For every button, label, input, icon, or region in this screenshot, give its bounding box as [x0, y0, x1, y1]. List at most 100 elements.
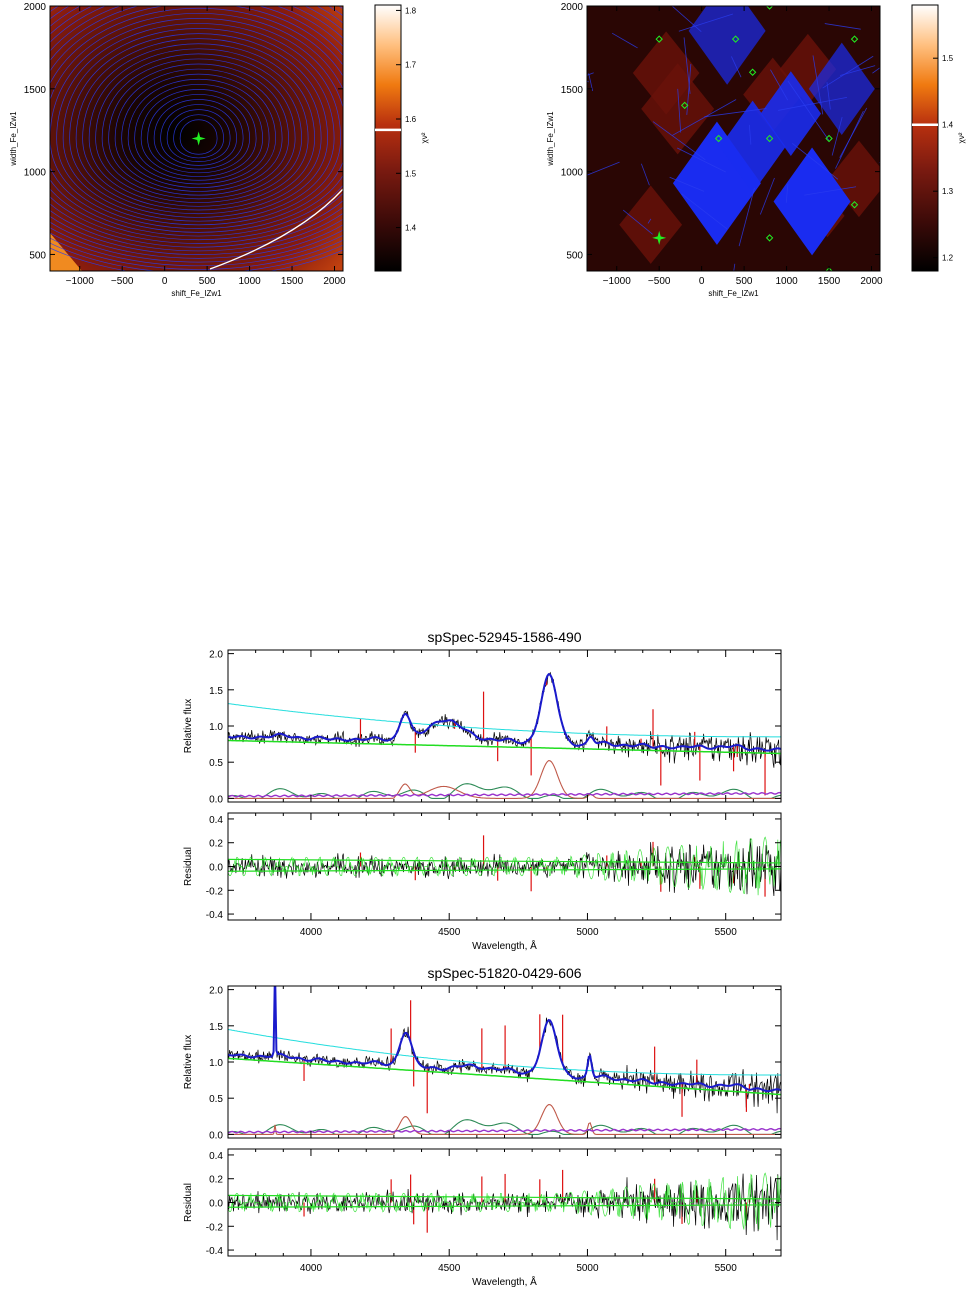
y-tick-label: 1.5 [209, 686, 223, 697]
y-tick-label: 2.0 [209, 650, 223, 661]
x-tick-label: 1500 [818, 276, 841, 287]
best-fit-marker [652, 230, 667, 245]
x-tick-label: 2000 [323, 276, 346, 287]
grid-sample-point [655, 35, 663, 43]
y-tick-label: 500 [29, 250, 46, 261]
contour-line [50, 12, 343, 233]
y-tick-label: 1500 [24, 85, 47, 96]
blue-region [688, 6, 766, 85]
contour-line [587, 80, 589, 83]
y-tick-label: 500 [566, 250, 583, 261]
contour-line [88, 48, 309, 207]
contour-line [50, 6, 343, 267]
contour-line [140, 89, 257, 177]
x-tick-label: 5500 [715, 927, 738, 938]
flux-axis-label: Relative flux [183, 1035, 194, 1089]
heat-patch [619, 185, 683, 264]
y-tick-label: 1.0 [209, 722, 223, 733]
contour-line [839, 107, 868, 158]
residual-plot [228, 835, 781, 897]
y-axis-label: width_Fe_IZw1 [546, 111, 555, 167]
x-tick-label: −500 [648, 276, 671, 287]
contour-line [121, 73, 276, 188]
colorbar [911, 4, 939, 272]
contour-line [50, 6, 343, 263]
contour-line [652, 121, 706, 161]
contour-line [759, 177, 775, 215]
marker-contour [209, 188, 343, 270]
contour-line [50, 247, 343, 271]
y-tick-label: 2.0 [209, 986, 223, 997]
colorbar-tick-label: 1.7 [405, 61, 417, 70]
flux-plot [228, 671, 781, 799]
residual-data [228, 1173, 781, 1241]
y-tick-label: 2000 [24, 2, 47, 13]
heat-patch [828, 140, 880, 218]
y-tick-label: 1.5 [209, 1022, 223, 1033]
contour-line [166, 109, 231, 163]
y-tick-label: 0.0 [209, 1199, 223, 1210]
y-tick-label: 0.2 [209, 1175, 223, 1186]
y-tick-label: 0.0 [209, 1130, 223, 1141]
grid-sample-point [765, 234, 774, 242]
continuum-line [228, 1057, 781, 1096]
grid-sample-point [850, 35, 859, 43]
y-tick-label: 0.0 [209, 863, 223, 874]
flux-axis-label: Relative flux [183, 699, 194, 753]
contour-line [179, 119, 218, 155]
colorbar-label: χν² [957, 132, 966, 143]
residual-model [228, 836, 781, 896]
x-axis-label: shift_Fe_IZw1 [708, 289, 759, 298]
blue-region [808, 42, 875, 136]
contour-line [677, 147, 726, 173]
y-tick-label: 2000 [561, 2, 584, 13]
contour-line [101, 58, 296, 200]
contour-line [872, 67, 880, 74]
contour-line [787, 80, 830, 141]
y-tick-label: 0.0 [209, 794, 223, 805]
contour-line [50, 18, 343, 229]
contour-line [733, 263, 736, 271]
contour-line [114, 68, 283, 192]
heatmap-field [50, 6, 343, 271]
spectrum-fit-panel-1: spSpec-52945-1586-490 0.0 0.5 1.0 1.5 2.0 Rela… [183, 629, 782, 952]
contour-line [822, 55, 874, 89]
residual-data [228, 838, 781, 897]
x-tick-label: 4000 [300, 927, 323, 938]
contour-line [785, 184, 789, 203]
x-tick-label: 500 [199, 276, 216, 287]
contour-line [792, 142, 839, 180]
residual-model [228, 1172, 781, 1230]
residual-envelope-upper [228, 858, 781, 864]
y-tick-label: 0.4 [209, 815, 223, 826]
feii-template [228, 783, 781, 799]
contour-line [134, 84, 263, 181]
x-axis-label: Wavelength, Å [472, 1275, 537, 1288]
y-tick-label: -0.4 [206, 1246, 224, 1257]
contour-line [731, 56, 742, 78]
contour-line [738, 187, 755, 247]
contour-line [50, 237, 343, 270]
y-axis-label: width_Fe_IZw1 [9, 111, 18, 167]
grid-sample-point [765, 6, 774, 10]
y-tick-label: 1000 [561, 168, 584, 179]
total-model [228, 673, 781, 752]
contour-line [127, 78, 270, 185]
colorbar-tick-label: 1.6 [405, 115, 417, 124]
colorbar [374, 4, 402, 272]
contour-line [75, 38, 322, 215]
emission-line-components [228, 1104, 781, 1135]
x-tick-label: 5000 [576, 927, 599, 938]
y-tick-label: 1.0 [209, 1058, 223, 1069]
contour-line [669, 176, 705, 192]
contour-line [686, 63, 692, 115]
x-tick-label: 1000 [775, 276, 798, 287]
residual-envelope-upper [228, 1194, 781, 1200]
emission-line-components [228, 760, 781, 799]
contour-line [173, 114, 224, 159]
powerlaw-continuum [228, 703, 781, 738]
x-tick-label: −500 [111, 276, 134, 287]
grid-sample-point [731, 35, 740, 43]
contour-line [611, 32, 638, 49]
grid-sample-point [765, 134, 774, 143]
